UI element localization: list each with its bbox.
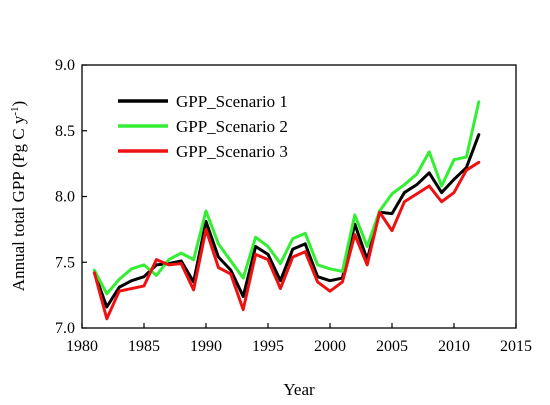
series-line-3 xyxy=(92,160,481,321)
y-axis-title-main: Annual total GPP (Pg C y xyxy=(9,115,28,291)
x-tick-label: 1995 xyxy=(252,338,284,355)
x-tick-label: 1980 xyxy=(66,338,98,355)
series-line-2 xyxy=(92,100,481,296)
x-tick-label: 2015 xyxy=(500,338,532,355)
y-axis-title-close: ) xyxy=(9,101,28,107)
legend: GPP_Scenario 1 GPP_Scenario 2 GPP_Scenario… xyxy=(118,92,288,161)
y-axis-title: Annual total GPP (Pg C y-1) xyxy=(9,101,28,291)
y-tick-label: 7.5 xyxy=(55,254,75,271)
x-axis-ticks: 1980 1985 1990 1995 2000 2005 2010 2015 xyxy=(66,323,532,355)
x-tick-label: 2010 xyxy=(438,338,470,355)
series-layer xyxy=(92,100,481,321)
legend-label-3: GPP_Scenario 3 xyxy=(176,142,288,161)
x-tick-label: 1990 xyxy=(190,338,222,355)
y-axis-title-superscript: -1 xyxy=(9,106,21,115)
series-line-1 xyxy=(92,133,481,309)
legend-label-1: GPP_Scenario 1 xyxy=(176,92,288,111)
x-tick-label: 2005 xyxy=(376,338,408,355)
y-tick-label: 9.0 xyxy=(55,57,75,74)
y-tick-label: 7.0 xyxy=(55,320,75,337)
y-tick-label: 8.5 xyxy=(55,123,75,140)
x-tick-label: 1985 xyxy=(128,338,160,355)
y-tick-label: 8.0 xyxy=(55,189,75,206)
legend-label-2: GPP_Scenario 2 xyxy=(176,117,288,136)
x-axis-title: Year xyxy=(283,380,315,399)
x-tick-label: 2000 xyxy=(314,338,346,355)
y-axis-ticks: 7.0 7.5 8.0 8.5 9.0 xyxy=(55,57,87,337)
